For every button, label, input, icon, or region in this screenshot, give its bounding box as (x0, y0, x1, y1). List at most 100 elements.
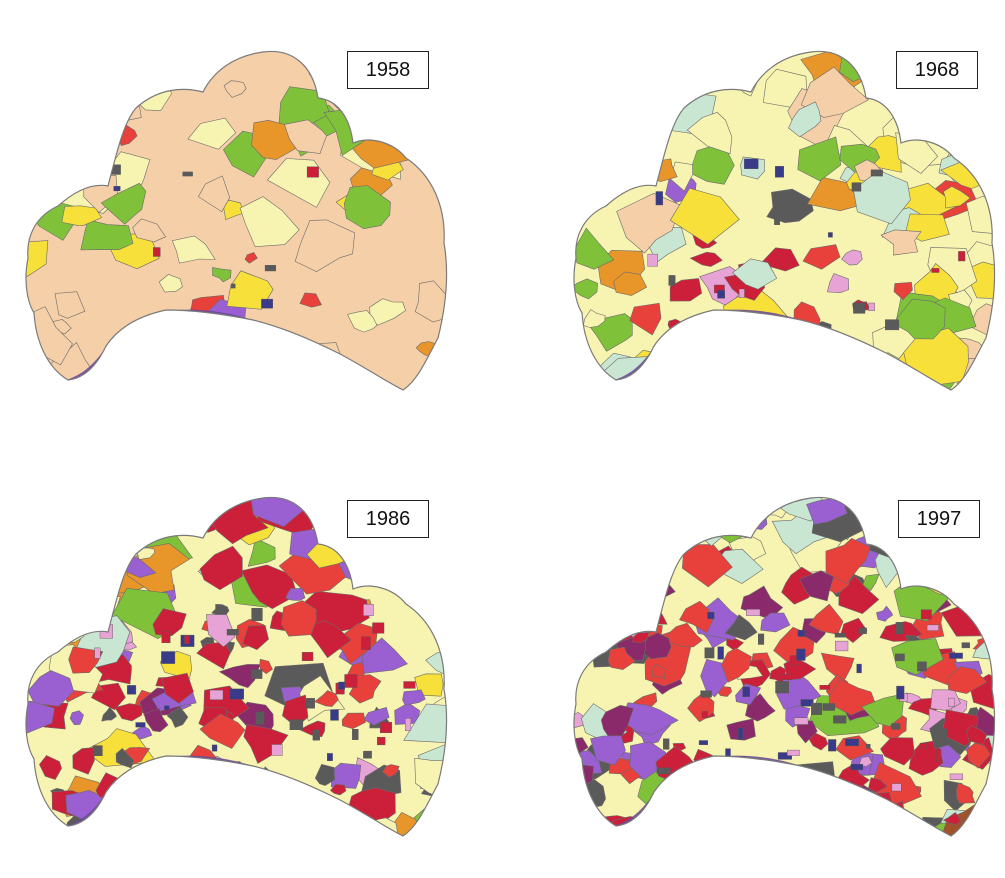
land-use-patch (171, 235, 216, 264)
urban-block (135, 722, 146, 728)
land-use-patch (977, 534, 995, 562)
land-use-patch (386, 108, 406, 124)
land-use-patch (893, 281, 913, 301)
land-use-patch (124, 497, 180, 526)
urban-block (377, 737, 386, 746)
land-use-patch (218, 664, 261, 689)
land-use-patch (427, 375, 447, 390)
land-use-patch (574, 574, 603, 606)
land-use-patch (26, 540, 57, 583)
land-use-patch (414, 673, 444, 697)
land-use-patch (895, 132, 939, 174)
urban-block (184, 635, 190, 645)
land-use-patch (394, 702, 421, 725)
urban-block (92, 745, 103, 757)
urban-block (255, 711, 265, 725)
urban-block (405, 718, 412, 731)
land-use-patch (820, 807, 836, 821)
land-use-patch (840, 617, 868, 643)
land-use-patch (760, 612, 791, 633)
land-use-patch (381, 764, 400, 778)
land-use-patch (369, 298, 406, 326)
land-use-patch (214, 762, 254, 792)
land-use-patch (721, 647, 752, 683)
land-use-patch (100, 182, 147, 225)
land-use-patch (669, 278, 703, 302)
urban-block (896, 685, 905, 700)
land-use-patch (943, 186, 971, 209)
land-use-patch (601, 609, 621, 624)
urban-block (700, 690, 712, 698)
land-use-patch (942, 811, 962, 825)
urban-block (94, 647, 101, 659)
urban-block (704, 647, 715, 659)
land-use-patch (887, 800, 905, 816)
land-use-patch (299, 292, 322, 308)
land-use-patch (802, 244, 841, 270)
urban-block (797, 630, 805, 637)
urban-block (647, 253, 658, 267)
urban-block (834, 632, 846, 638)
land-use-patch (960, 575, 995, 614)
urban-block (853, 302, 866, 314)
urban-block (152, 247, 161, 257)
urban-block (663, 738, 670, 750)
land-use-patch (792, 329, 842, 358)
land-use-patch (590, 735, 626, 766)
urban-block (707, 611, 715, 620)
year-label-1986: 1986 (347, 500, 429, 538)
urban-block (866, 744, 871, 749)
land-use-patch (61, 205, 103, 227)
land-use-patch (792, 362, 822, 382)
land-use-patch (637, 539, 674, 568)
urban-block (819, 330, 825, 336)
land-use-patch (171, 758, 223, 791)
land-use-patch (868, 777, 888, 793)
land-use-patch (284, 119, 327, 154)
land-use-patch (876, 605, 894, 622)
land-use-patch (416, 566, 447, 599)
land-use-patch (726, 341, 772, 388)
urban-block (796, 648, 806, 661)
land-use-patch (800, 782, 834, 819)
urban-block (209, 689, 224, 700)
urban-block (774, 166, 784, 178)
land-use-patch (247, 537, 276, 567)
urban-block (742, 686, 750, 697)
land-use-patch (237, 793, 275, 826)
land-use-patch (330, 783, 347, 796)
land-use-patch (686, 112, 733, 155)
urban-block (777, 752, 793, 760)
land-use-patch (49, 145, 92, 186)
land-use-patch (672, 373, 715, 391)
land-use-patch (653, 58, 695, 101)
land-use-patch (132, 725, 153, 740)
land-use-patch (313, 519, 350, 543)
land-use-patch (759, 247, 800, 272)
land-use-patch (31, 584, 74, 618)
land-use-patch (297, 342, 343, 367)
urban-block (868, 302, 876, 312)
land-use-patch (965, 196, 995, 235)
urban-block (775, 681, 789, 694)
land-use-patch (880, 737, 915, 766)
urban-block (372, 622, 385, 634)
land-use-patch (617, 519, 654, 569)
land-use-patch (607, 646, 636, 670)
urban-block (271, 744, 283, 756)
land-use-map-1968 (573, 50, 996, 391)
urban-block (822, 703, 836, 711)
land-use-patch (614, 529, 669, 569)
land-use-patch (799, 783, 832, 810)
land-use-patch (135, 780, 159, 797)
urban-block (891, 723, 901, 730)
land-use-patch (841, 249, 863, 266)
urban-block (686, 777, 693, 789)
urban-block (828, 232, 833, 238)
land-use-patch (35, 156, 67, 179)
land-use-patch (947, 129, 995, 160)
land-use-patch (980, 504, 995, 528)
urban-block (754, 774, 765, 780)
land-use-patch (574, 555, 609, 594)
land-use-patch (646, 560, 666, 578)
